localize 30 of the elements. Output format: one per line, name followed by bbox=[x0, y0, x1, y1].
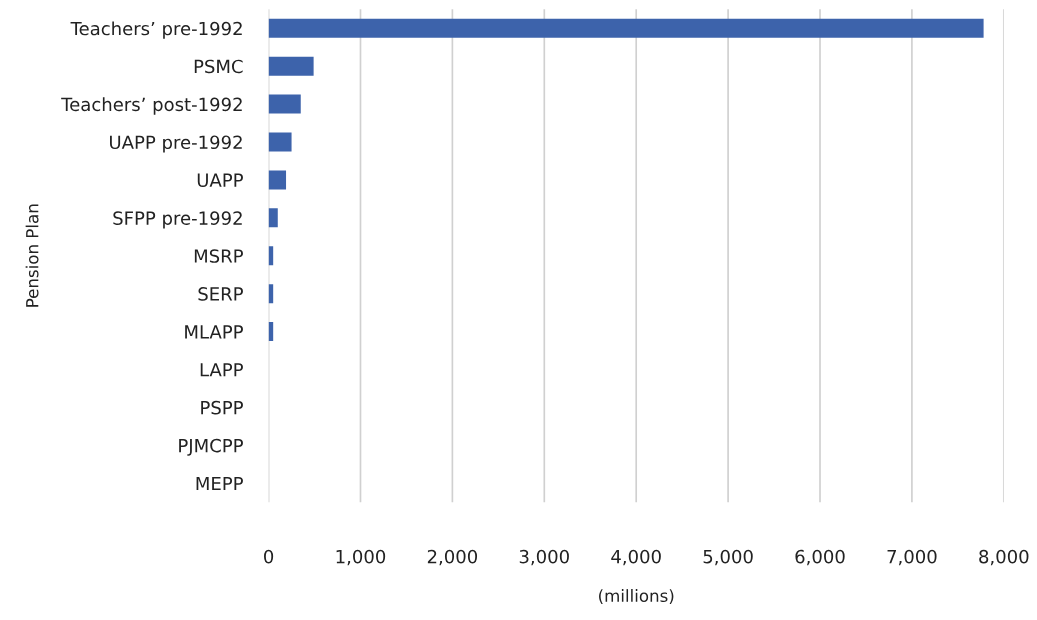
y-tick-label: PSMC bbox=[194, 59, 243, 74]
y-tick-label: Teachers’ post-1992 bbox=[61, 97, 242, 115]
y-tick-label: SFPP pre-1992 bbox=[113, 211, 242, 229]
y-tick-label: MLAPP bbox=[185, 325, 243, 339]
y-axis-title: Pension Plan bbox=[25, 204, 39, 307]
y-tick-label: UAPP bbox=[197, 173, 243, 188]
bar bbox=[268, 132, 292, 152]
x-tick-label: 4,000 bbox=[611, 549, 661, 566]
bar bbox=[268, 94, 301, 114]
bar bbox=[268, 170, 287, 190]
x-tick-label: 7,000 bbox=[887, 549, 937, 566]
x-tick-label: 3,000 bbox=[519, 549, 569, 566]
y-tick-label: Teachers’ pre-1992 bbox=[70, 21, 242, 39]
x-tick-label: 0 bbox=[264, 549, 274, 564]
x-axis-title: (millions) bbox=[599, 589, 674, 604]
x-tick-label: 6,000 bbox=[795, 549, 845, 566]
y-tick-label: MSRP bbox=[194, 249, 243, 263]
bar bbox=[268, 18, 984, 38]
x-tick-label: 1,000 bbox=[336, 549, 386, 566]
y-tick-label: LAPP bbox=[200, 363, 243, 377]
y-tick-label: PSPP bbox=[201, 400, 243, 415]
x-tick-label: 2,000 bbox=[427, 549, 478, 566]
y-tick-label: SERP bbox=[198, 287, 243, 301]
x-tick-label: 5,000 bbox=[703, 549, 753, 566]
y-tick-label: MEPP bbox=[196, 476, 243, 491]
x-tick-label: 8,000 bbox=[979, 549, 1029, 566]
bar bbox=[268, 56, 314, 76]
bar bbox=[268, 208, 278, 228]
y-tick-label: UAPP pre-1992 bbox=[110, 135, 242, 153]
y-tick-label: PJMCPP bbox=[179, 438, 243, 456]
